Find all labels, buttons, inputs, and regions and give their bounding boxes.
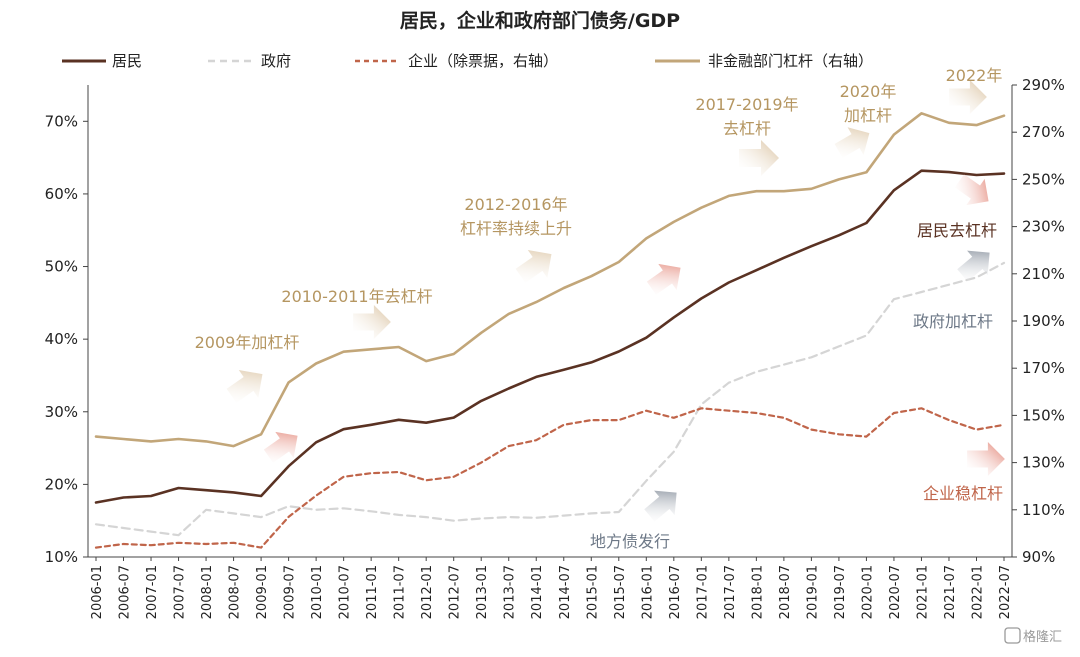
axes (87, 85, 1013, 558)
x-tick-label: 2018-07 (778, 565, 793, 619)
anno-2012-2016: 2012-2016年 (464, 195, 567, 214)
x-tick-label: 2015-07 (613, 565, 628, 619)
anno-government-leverage: 政府加杠杆 (913, 312, 993, 331)
arrow-2009 (221, 360, 273, 410)
x-tick-label: 2022-01 (970, 565, 985, 619)
y-right-ticks: 90% 110% 130% 150% 170% 190% 210% 230% 250% 270% 2… (1012, 76, 1065, 566)
anno-rising: 杠杆率持续上升 (460, 219, 572, 238)
y-right-tick-label: 250% (1022, 170, 1065, 188)
x-tick-label: 2020-07 (888, 565, 903, 619)
y-right-tick-label: 270% (1022, 123, 1065, 141)
x-tick-label: 2019-07 (833, 565, 848, 619)
x-tick-label: 2022-07 (998, 565, 1013, 619)
anno-deleverage: 去杠杆 (723, 119, 771, 138)
y-left-tick-label: 40% (45, 330, 78, 348)
y-right-tick-label: 190% (1022, 312, 1065, 330)
x-ticks: 2006-01 2006-07 2007-01 2007-07 2008-01 2008-… (90, 557, 1013, 619)
y-left-tick-label: 70% (45, 112, 78, 130)
x-tick-label: 2006-01 (90, 565, 105, 619)
y-left-tick-label: 60% (45, 185, 78, 203)
x-tick-label: 2008-01 (200, 565, 215, 619)
anno-2009: 2009年加杠杆 (195, 333, 300, 352)
x-tick-label: 2016-07 (668, 565, 683, 619)
anno-corporate-stable: 企业稳杠杆 (923, 484, 1003, 503)
x-tick-label: 2013-07 (503, 565, 518, 619)
y-right-tick-label: 150% (1022, 406, 1065, 424)
y-left-ticks: 10% 20% 30% 40% 50% 60% 70% (45, 112, 88, 566)
y-right-tick-label: 130% (1022, 454, 1065, 472)
arrow-local-bond (639, 480, 687, 528)
x-tick-label: 2011-01 (365, 565, 380, 619)
y-right-tick-label: 170% (1022, 359, 1065, 377)
x-tick-label: 2021-01 (915, 565, 930, 619)
x-tick-label: 2010-07 (338, 565, 353, 619)
arrow-2010-2011 (353, 305, 391, 339)
x-tick-label: 2013-01 (475, 565, 490, 619)
x-tick-label: 2007-07 (173, 565, 188, 619)
legend-label-corporate: 企业（除票据，右轴） (408, 52, 558, 70)
legend-label-household: 居民 (112, 52, 142, 70)
y-right-tick-label: 90% (1022, 548, 1055, 566)
x-tick-label: 2012-07 (448, 565, 463, 619)
series-line-1 (94, 261, 1006, 537)
arrow-household-2016 (642, 254, 690, 302)
x-tick-label: 2009-07 (283, 565, 298, 619)
arrow-2022 (949, 80, 987, 114)
x-tick-label: 2011-07 (393, 565, 408, 619)
y-left-tick-label: 20% (45, 475, 78, 493)
x-tick-label: 2019-01 (805, 565, 820, 619)
y-right-tick-label: 230% (1022, 218, 1065, 236)
y-left-tick-label: 30% (45, 403, 78, 421)
watermark: 格隆汇 (1004, 627, 1062, 645)
legend-label-government: 政府 (261, 52, 291, 70)
legend-label-nonfinancial: 非金融部门杠杆（右轴） (708, 52, 873, 70)
arrow-government (952, 240, 1000, 288)
arrow-2017-2019 (739, 140, 779, 176)
arrow-2012-2016 (510, 240, 562, 290)
arrow-2020 (830, 119, 878, 165)
anno-2010-2011: 2010-2011年去杠杆 (281, 287, 432, 306)
legend: 居民 政府 企业（除票据，右轴） 非金融部门杠杆（右轴） (62, 52, 873, 70)
series-line-3 (94, 112, 1006, 448)
anno-2020: 2020年 (840, 82, 897, 101)
x-tick-label: 2007-01 (145, 565, 160, 619)
anno-leverage: 加杠杆 (844, 106, 892, 125)
x-tick-label: 2020-01 (860, 565, 875, 619)
arrow-household-2009 (259, 422, 307, 470)
x-tick-label: 2012-01 (420, 565, 435, 619)
anno-local-bond: 地方债发行 (590, 532, 670, 551)
anno-household-deleverage: 居民去杠杆 (917, 221, 997, 240)
y-right-tick-label: 210% (1022, 265, 1065, 283)
chart-title: 居民，企业和政府部门债务/GDP (400, 9, 680, 32)
series-line-0 (94, 169, 1006, 504)
y-right-tick-label: 110% (1022, 501, 1065, 519)
annotations: 2009年加杠杆 2010-2011年去杠杆 2012-2016年 杠杆率持续上… (195, 66, 1003, 551)
x-tick-label: 2014-07 (558, 565, 573, 619)
y-right-tick-label: 290% (1022, 76, 1065, 94)
x-tick-label: 2006-07 (118, 565, 133, 619)
x-tick-label: 2015-01 (585, 565, 600, 619)
anno-2022: 2022年 (946, 66, 1003, 85)
x-tick-label: 2017-07 (723, 565, 738, 619)
watermark-text: 格隆汇 (1023, 629, 1062, 645)
x-tick-label: 2010-01 (310, 565, 325, 619)
y-left-tick-label: 50% (45, 258, 78, 276)
anno-2017-2019: 2017-2019年 (695, 95, 798, 114)
x-tick-label: 2017-01 (695, 565, 710, 619)
x-tick-label: 2008-07 (228, 565, 243, 619)
series-layer (94, 112, 1006, 549)
watermark-logo-icon (1004, 627, 1021, 644)
arrow-corporate (967, 442, 1005, 476)
x-tick-label: 2009-01 (255, 565, 270, 619)
y-left-tick-label: 10% (45, 548, 78, 566)
x-tick-label: 2016-01 (640, 565, 655, 619)
x-tick-label: 2021-07 (943, 565, 958, 619)
x-tick-label: 2014-01 (530, 565, 545, 619)
series-line-2 (94, 407, 1006, 549)
x-tick-label: 2018-01 (750, 565, 765, 619)
